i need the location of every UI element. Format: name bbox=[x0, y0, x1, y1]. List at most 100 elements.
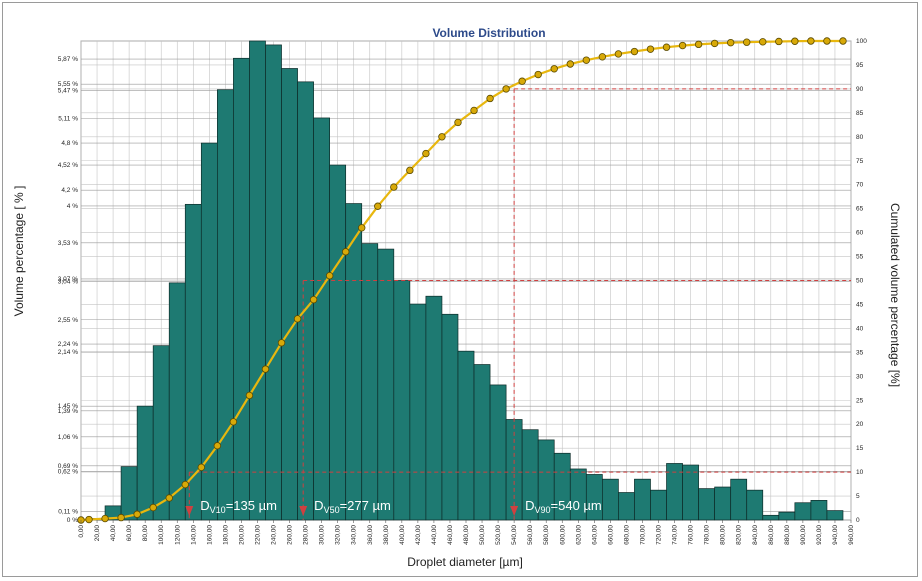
x-tick-label: 20,00 bbox=[94, 525, 101, 542]
histogram-bar bbox=[778, 511, 796, 521]
y2-tick-label: 40 bbox=[856, 325, 864, 332]
cumulative-point bbox=[630, 47, 639, 56]
x-tick-label: 320,00 bbox=[335, 525, 342, 545]
cumulative-point bbox=[165, 494, 173, 502]
x-tick-label: 700,00 bbox=[639, 525, 646, 545]
y-tick-label: 1,45 % bbox=[58, 403, 78, 410]
histogram-bar bbox=[233, 57, 250, 521]
x-tick-label: 340,00 bbox=[351, 525, 358, 545]
y2-tick-label: 20 bbox=[856, 421, 864, 428]
x-tick-label: 840,00 bbox=[752, 525, 759, 545]
y2-tick-label: 90 bbox=[856, 86, 864, 93]
histogram-bar bbox=[746, 489, 764, 521]
cumulative-point bbox=[390, 183, 398, 191]
histogram-bar bbox=[441, 313, 459, 521]
y-tick-label: 4,52 % bbox=[58, 162, 78, 169]
cumulative-point bbox=[807, 37, 815, 45]
cumulative-point bbox=[325, 272, 334, 280]
x-tick-label: 0,00 bbox=[78, 525, 85, 538]
histogram-bar bbox=[810, 500, 828, 521]
cumulative-point bbox=[791, 37, 799, 45]
reference-label: DV10=135 µm bbox=[200, 498, 277, 515]
cumulative-point bbox=[566, 60, 574, 68]
y2-tick-label: 70 bbox=[856, 182, 864, 189]
y-tick-label: 5,11 % bbox=[58, 116, 78, 123]
x-tick-label: 880,00 bbox=[784, 525, 791, 545]
y-tick-label: 2,14 % bbox=[58, 349, 78, 356]
x-tick-label: 540,00 bbox=[511, 525, 518, 545]
x-tick-label: 660,00 bbox=[607, 525, 614, 545]
y-tick-label: 2,55 % bbox=[58, 317, 78, 324]
histogram-bar bbox=[184, 203, 202, 521]
cumulative-point bbox=[358, 224, 366, 232]
reference-arrow bbox=[510, 506, 519, 516]
histogram-bar bbox=[152, 345, 170, 521]
y2-tick-label: 55 bbox=[856, 254, 864, 261]
chart-title: Volume Distribution bbox=[432, 26, 545, 40]
histogram-bar bbox=[425, 295, 443, 521]
y-tick-label: 4,2 % bbox=[61, 187, 78, 194]
cumulative-point bbox=[694, 40, 703, 49]
cumulative-point bbox=[422, 149, 430, 158]
histogram-bar bbox=[136, 405, 154, 521]
y-axis-title: Volume percentage [ % ] bbox=[12, 186, 26, 317]
cumulative-point bbox=[646, 45, 655, 53]
y2-tick-label: 65 bbox=[856, 206, 864, 213]
x-tick-label: 640,00 bbox=[591, 525, 598, 545]
histogram-bar bbox=[265, 44, 282, 521]
histogram-bar bbox=[281, 68, 298, 521]
x-tick-label: 240,00 bbox=[271, 525, 278, 545]
cumulative-point bbox=[309, 295, 318, 304]
cumulative-point bbox=[614, 50, 623, 58]
x-tick-label: 940,00 bbox=[832, 525, 839, 545]
cumulative-point bbox=[710, 39, 719, 48]
x-tick-label: 760,00 bbox=[688, 525, 695, 545]
reference-label: DV50=277 µm bbox=[314, 498, 391, 515]
x-tick-label: 520,00 bbox=[495, 525, 502, 545]
cumulative-point bbox=[341, 248, 350, 256]
cumulative-point bbox=[518, 77, 526, 85]
histogram-bar bbox=[826, 510, 844, 521]
histogram-bar bbox=[730, 478, 748, 521]
y-tick-label: 0 % bbox=[67, 517, 78, 524]
x-tick-label: 920,00 bbox=[816, 525, 823, 545]
x-tick-label: 420,00 bbox=[415, 525, 422, 545]
y2-tick-label: 25 bbox=[856, 397, 864, 404]
cumulative-point bbox=[470, 106, 478, 115]
cumulative-point bbox=[839, 37, 847, 45]
y2-tick-label: 5 bbox=[856, 493, 860, 500]
cumulative-point bbox=[678, 41, 687, 50]
y2-tick-label: 95 bbox=[856, 62, 864, 69]
reference-arrow bbox=[185, 506, 194, 516]
histogram-bar bbox=[682, 464, 699, 521]
x-tick-label: 900,00 bbox=[800, 525, 807, 545]
x-tick-label: 80,00 bbox=[142, 525, 149, 542]
cumulative-point bbox=[502, 85, 510, 93]
cumulative-point bbox=[374, 202, 382, 210]
y2-tick-label: 30 bbox=[856, 373, 864, 380]
histogram-bar bbox=[393, 280, 411, 521]
cumulative-point bbox=[582, 56, 591, 64]
reference-label: DV90=540 µm bbox=[525, 498, 602, 515]
histogram-bar bbox=[698, 488, 715, 521]
y-tick-label: 2,24 % bbox=[58, 341, 78, 348]
cumulative-point bbox=[662, 43, 671, 51]
x-tick-label: 820,00 bbox=[736, 525, 743, 545]
y-tick-label: 4,8 % bbox=[61, 140, 78, 147]
cumulative-point bbox=[406, 166, 414, 175]
cumulative-point bbox=[213, 442, 222, 450]
y-tick-label: 1,06 % bbox=[58, 434, 78, 441]
cumulative-point bbox=[181, 480, 189, 489]
x-tick-label: 800,00 bbox=[720, 525, 727, 545]
histogram-bar bbox=[618, 492, 635, 521]
cumulative-point bbox=[133, 510, 141, 518]
cumulative-point bbox=[293, 315, 302, 323]
cumulative-point bbox=[598, 53, 607, 61]
x-tick-label: 200,00 bbox=[238, 525, 245, 545]
y2-axis-title: Cumulated volume percentage [%] bbox=[888, 203, 902, 387]
histogram-bar bbox=[602, 478, 619, 521]
histogram-bar bbox=[794, 502, 812, 521]
x-tick-label: 460,00 bbox=[447, 525, 454, 545]
cumulative-point bbox=[101, 514, 109, 523]
cumulative-point bbox=[245, 391, 254, 400]
